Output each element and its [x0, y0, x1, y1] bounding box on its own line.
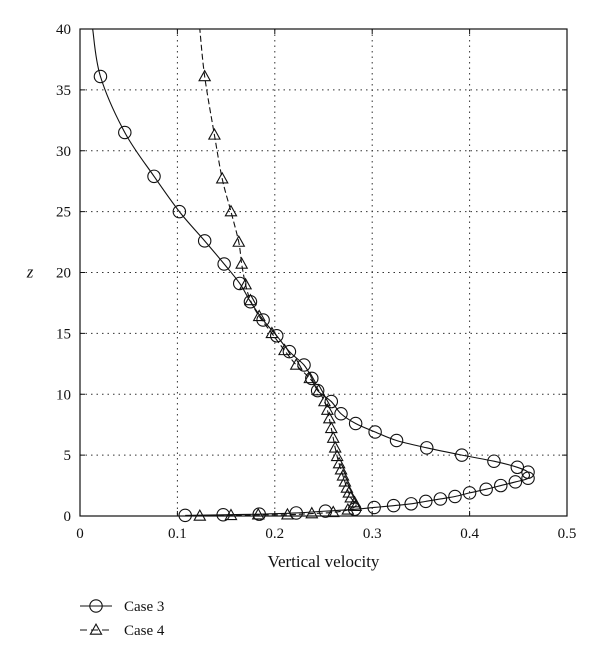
data-point — [297, 358, 311, 372]
data-point — [348, 416, 363, 431]
x-tick-label: 0.5 — [558, 526, 577, 542]
data-point — [198, 69, 212, 82]
data-point — [217, 257, 231, 271]
x-axis-label: Vertical velocity — [268, 552, 380, 571]
series-case-4 — [193, 28, 363, 521]
data-point — [336, 468, 350, 481]
data-point — [462, 486, 477, 500]
data-point — [322, 411, 336, 424]
y-tick-label: 30 — [56, 144, 71, 160]
data-point — [305, 506, 319, 519]
data-point — [324, 394, 339, 409]
data-point — [252, 309, 266, 322]
data-point — [320, 403, 334, 415]
data-point — [433, 492, 448, 506]
y-tick-label: 40 — [56, 22, 71, 38]
x-tick-label: 0.3 — [363, 526, 382, 542]
legend-marker-case-4 — [89, 622, 103, 635]
series-layer — [92, 28, 535, 523]
data-point — [310, 383, 325, 398]
data-point — [419, 494, 433, 509]
data-point — [265, 326, 279, 339]
data-point — [303, 371, 317, 384]
legend-marker-case-3 — [89, 599, 103, 613]
data-point — [338, 474, 352, 487]
data-point — [282, 344, 297, 359]
data-point — [317, 394, 332, 407]
data-point — [386, 498, 401, 513]
data-point — [455, 448, 469, 462]
x-tick-label: 0.1 — [168, 526, 187, 542]
legend-entry-case-3: Case 3 — [80, 599, 164, 615]
data-point — [224, 204, 238, 217]
data-point — [251, 507, 265, 520]
data-point — [332, 456, 346, 469]
ticks: 0 0.1 0.2 0.3 0.4 0.5 0 5 10 15 20 25 30 35 40 — [56, 22, 576, 542]
data-point — [178, 508, 192, 523]
data-point — [487, 454, 501, 468]
data-point — [334, 406, 348, 421]
grid — [80, 29, 567, 516]
data-point — [305, 371, 319, 386]
data-point — [252, 507, 266, 521]
legend-label-case-4: Case 4 — [124, 623, 165, 639]
data-point — [340, 480, 354, 493]
y-tick-label: 5 — [64, 448, 72, 464]
x-tick-label: 0.2 — [265, 526, 284, 542]
x-tick-label: 0.4 — [460, 526, 479, 542]
data-point — [349, 499, 363, 512]
data-point — [479, 482, 493, 496]
data-point — [269, 329, 284, 343]
data-point — [118, 125, 132, 140]
y-tick-label: 20 — [56, 266, 71, 282]
data-point — [494, 478, 508, 493]
legend-label-case-3: Case 3 — [124, 599, 164, 615]
data-point — [243, 293, 257, 306]
data-point — [367, 500, 381, 515]
y-tick-label: 10 — [56, 387, 71, 403]
data-point — [278, 343, 292, 356]
x-tick-label: 0 — [76, 526, 84, 542]
data-point — [207, 127, 221, 140]
data-point — [312, 383, 326, 396]
data-point — [215, 171, 229, 184]
data-point — [324, 421, 338, 434]
data-point — [216, 508, 230, 522]
data-point — [330, 449, 344, 462]
data-point — [521, 471, 535, 486]
data-point — [224, 508, 238, 521]
y-tick-label: 35 — [56, 83, 71, 99]
data-point — [93, 69, 108, 84]
data-point — [197, 234, 212, 248]
data-point — [419, 441, 434, 455]
data-point — [326, 431, 340, 443]
data-point — [368, 425, 382, 439]
data-point — [239, 277, 253, 290]
data-point — [289, 358, 303, 370]
series-case-3 — [92, 28, 535, 523]
data-point — [232, 235, 246, 247]
legend: Case 3 Case 4 — [80, 599, 165, 639]
data-point — [193, 508, 207, 521]
data-point — [328, 440, 342, 453]
data-point — [147, 169, 161, 184]
y-tick-label: 0 — [64, 509, 72, 525]
data-point — [318, 504, 333, 518]
data-point — [389, 433, 404, 448]
data-point — [404, 497, 418, 511]
data-point — [448, 489, 462, 504]
legend-entry-case-4: Case 4 — [80, 622, 165, 639]
data-point — [172, 204, 187, 219]
y-axis-label: z — [26, 263, 34, 282]
data-point — [508, 475, 523, 489]
data-point — [280, 507, 294, 520]
data-point — [235, 256, 249, 269]
data-point — [510, 460, 525, 475]
y-tick-label: 25 — [56, 205, 71, 221]
data-point — [232, 276, 247, 291]
data-point — [334, 462, 348, 475]
series-line-case-3 — [92, 28, 531, 516]
y-tick-label: 15 — [56, 326, 71, 342]
